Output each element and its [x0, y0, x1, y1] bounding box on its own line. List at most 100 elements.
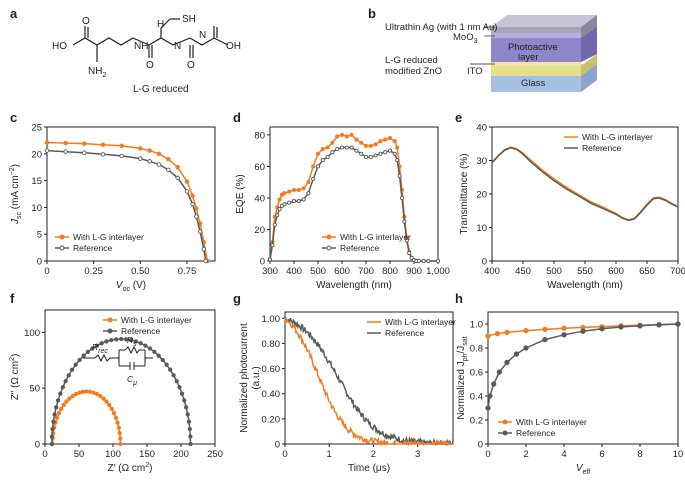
y-axis-label: Normalized photocurrent	[239, 323, 250, 433]
legend-entry: Reference	[385, 328, 424, 338]
data-point	[395, 145, 400, 150]
panel-a: a HO O NH SH H N O N O OH NH2 L-G reduce…	[10, 6, 241, 95]
x-tick-label: 0	[42, 449, 47, 460]
data-point	[392, 139, 397, 144]
chart-d: 300 400 500 600 700 800 900 1,000 0 20 40 60 80 With …	[235, 126, 450, 291]
data-point	[44, 148, 50, 153]
x-axis-label: Z′ (Ω cm2)	[108, 462, 153, 474]
x-tick-label: 6	[599, 449, 604, 460]
atom-nh2: NH2	[88, 66, 106, 79]
y-tick-label: 0	[275, 440, 280, 451]
data-point	[409, 255, 414, 260]
y-tick-label: 60	[254, 162, 265, 173]
data-point	[63, 149, 68, 154]
data-point	[339, 132, 345, 137]
series-line	[51, 338, 192, 445]
data-point	[656, 322, 662, 328]
layer-glass: Glass	[521, 78, 546, 89]
x-tick-label: 700	[670, 266, 685, 277]
data-point	[397, 173, 402, 178]
data-point	[63, 378, 68, 384]
atom-n-2: N	[199, 30, 206, 41]
y-axis-label: EQE (%)	[235, 174, 246, 213]
x-tick-label: 8	[637, 449, 642, 460]
data-point	[315, 164, 321, 169]
data-point	[485, 405, 491, 411]
data-point	[291, 188, 297, 193]
circuit-label-rs: Rs	[127, 335, 137, 348]
data-point	[399, 195, 405, 200]
data-point	[306, 191, 311, 196]
data-point	[311, 164, 316, 169]
data-point	[368, 154, 373, 160]
data-point	[523, 327, 529, 334]
x-tick-label: 600	[608, 266, 624, 277]
legend-entry: With L-G interlayer	[582, 132, 653, 142]
data-point	[183, 405, 189, 410]
series-line	[487, 323, 679, 409]
data-point	[368, 143, 373, 148]
data-point	[143, 343, 148, 348]
data-point	[100, 142, 106, 147]
data-point	[49, 434, 55, 439]
x-tick-label: 50	[74, 449, 85, 460]
chart-c: 0 0.25 0.50 0.75 0 5 10 15 20 25 With L-G interlay…	[9, 123, 216, 293]
x-tick-label: 10	[673, 449, 684, 460]
y-tick-label: 0	[482, 257, 487, 268]
panel-h-label: h	[455, 291, 463, 306]
data-point	[194, 206, 199, 211]
data-point	[407, 251, 412, 256]
y-tick-label: 1.0	[470, 320, 483, 331]
chart-f: 0 50 100 150 200 250 0 50 100 With L-G interlayer…	[9, 309, 223, 474]
series-line	[491, 147, 679, 222]
data-point	[291, 199, 297, 204]
data-point	[203, 258, 208, 264]
data-point	[82, 141, 87, 146]
data-point	[267, 257, 273, 262]
data-point	[138, 156, 143, 161]
data-point	[91, 390, 96, 395]
data-point	[55, 398, 61, 403]
y-axis-label: (a.u.)	[251, 366, 262, 389]
data-point	[116, 425, 121, 430]
data-point	[325, 145, 330, 150]
x-tick-label: 0.25	[84, 266, 103, 277]
legend-entry: Reference	[340, 243, 379, 253]
x-tick-label: 800	[382, 266, 398, 277]
data-point	[513, 351, 520, 357]
data-point	[117, 430, 122, 436]
data-point	[56, 411, 62, 416]
data-point	[94, 343, 100, 348]
data-point	[73, 362, 78, 367]
data-point	[354, 148, 359, 153]
y-axis-label: Normalized Jph/Jsat	[456, 336, 469, 419]
legend-entry: Reference	[73, 243, 112, 253]
atom-oh: OH	[226, 41, 241, 52]
data-point	[311, 176, 316, 182]
x-tick-label: 700	[358, 266, 374, 277]
device-stack	[491, 15, 597, 92]
circuit-label-rrec: Rrec	[92, 342, 108, 355]
legend-marker	[107, 328, 113, 334]
data-point	[119, 143, 124, 149]
data-point	[426, 258, 431, 264]
y-tick-label: 0	[35, 440, 40, 451]
data-point	[335, 134, 340, 139]
data-point	[349, 145, 354, 150]
x-tick-label: 900	[406, 266, 422, 277]
data-point	[80, 389, 86, 394]
data-point	[52, 412, 57, 417]
x-tick-label: 0.75	[178, 266, 197, 277]
data-point	[320, 147, 325, 152]
data-point	[138, 341, 143, 346]
data-point	[104, 399, 109, 404]
y-tick-label: 25	[31, 123, 42, 134]
x-tick-label: 0	[282, 449, 287, 460]
data-point	[485, 333, 491, 339]
atom-o-1: O	[82, 16, 90, 27]
data-point	[383, 150, 388, 155]
resistor-rrec	[124, 345, 140, 355]
chart-h: 0 2 4 6 8 10 0 0.2 0.4 0.6 0.8 1.0 With L-G interlay…	[456, 311, 684, 476]
data-point	[363, 143, 369, 148]
y-tick-label: 0.8	[470, 344, 483, 355]
